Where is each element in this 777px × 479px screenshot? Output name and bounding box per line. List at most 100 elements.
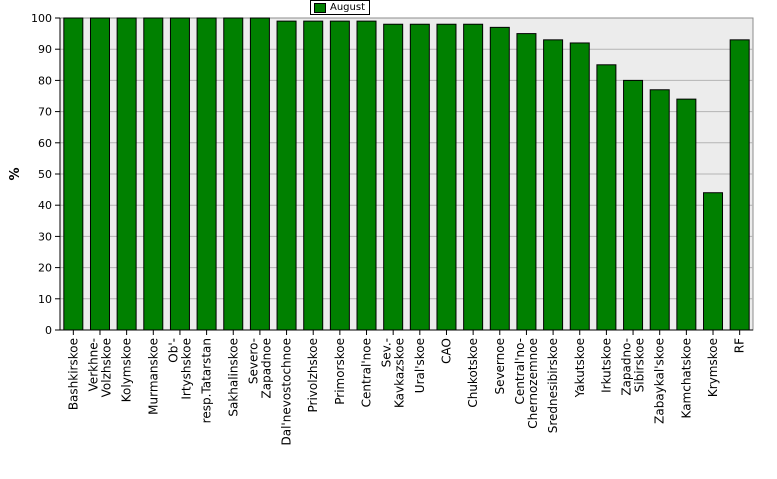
bar — [676, 98, 697, 331]
x-tick-label: Central'noe — [360, 338, 374, 407]
x-tick-label: Irkutskoe — [599, 338, 613, 393]
x-tick-label-line: Privolzhskoe — [306, 338, 320, 412]
bar — [356, 20, 377, 331]
x-tick-label-line: Kavkazskoe — [393, 338, 407, 408]
x-tick-label-line: Zapadnoe — [259, 338, 273, 399]
x-tick-label-line: RF — [733, 338, 747, 353]
x-tick-label-text: Verkhne-Volzhskoe — [86, 338, 113, 397]
x-tick-label-line: Primorskoe — [333, 338, 347, 405]
x-tick-label-text: resp.Tatarstan — [200, 338, 214, 423]
x-tick-label: Primorskoe — [333, 338, 347, 405]
bar — [729, 39, 750, 331]
bars — [63, 17, 750, 331]
x-tick-label-text: Kamchatskoe — [679, 338, 693, 418]
x-tick-label: Yakutskoe — [573, 338, 587, 398]
x-tick-label-line: Volzhskoe — [99, 338, 113, 397]
x-tick-label-text: Sev.-Kavkazskoe — [380, 338, 407, 408]
x-tick-label-line: Ob'- — [166, 338, 180, 363]
y-axis: 0 10 20 30 40 50 60 70 80 90 100 — [31, 12, 61, 337]
x-tick-label: Severo-Zapadnoe — [246, 338, 273, 399]
legend-swatch — [314, 2, 326, 13]
bar — [623, 79, 644, 331]
y-tick-label: 0 — [45, 324, 52, 337]
x-tick-label: Zabaykal'skoe — [653, 338, 667, 424]
x-tick-label-line: Severo- — [246, 338, 260, 384]
x-tick-label-text: Dal'nevostochnoe — [280, 338, 294, 446]
y-tick-label: 10 — [38, 293, 52, 306]
x-tick-label: Verkhne-Volzhskoe — [86, 338, 113, 397]
x-tick-label-line: Central'noe — [360, 338, 374, 407]
bar — [89, 17, 110, 331]
bar — [516, 33, 537, 331]
y-tick-label: 50 — [38, 168, 52, 181]
x-tick-label: Dal'nevostochnoe — [280, 338, 294, 446]
x-tick-label-text: Severo-Zapadnoe — [246, 338, 273, 399]
x-tick-label-line: Sev.- — [380, 338, 394, 367]
y-tick-label: 90 — [38, 43, 52, 56]
x-tick-label: Murmanskoe — [146, 338, 160, 415]
x-tick-label: Zapadno-Sibirskoe — [620, 338, 647, 396]
x-tick-label-line: Kamchatskoe — [679, 338, 693, 418]
bar — [703, 192, 724, 331]
x-tick-label-line: Irkutskoe — [599, 338, 613, 393]
x-tick-label-text: Ural'skoe — [413, 338, 427, 393]
x-tick-label-text: Zapadno-Sibirskoe — [620, 338, 647, 396]
x-tick-label-line: Murmanskoe — [146, 338, 160, 415]
bar — [596, 64, 617, 331]
x-tick-label-line: Severnoe — [493, 338, 507, 395]
bar — [303, 20, 324, 331]
x-tick-label: Sev.-Kavkazskoe — [380, 338, 407, 408]
x-tick-label: Privolzhskoe — [306, 338, 320, 412]
x-tick-label-text: Ob'-Irtyshskoe — [166, 338, 193, 400]
x-tick-label: Ural'skoe — [413, 338, 427, 393]
x-tick-label-line: Verkhne- — [86, 338, 100, 391]
x-tick-label-line: Bashkirskoe — [66, 338, 80, 410]
x-tick-label: Srednesibirskoe — [546, 338, 560, 433]
x-tick-label-text: Zabaykal'skoe — [653, 338, 667, 424]
y-tick-label: 40 — [38, 199, 52, 212]
x-tick-label-line: CAO — [439, 338, 453, 364]
x-tick-label-text: Sakhalinskoe — [226, 338, 240, 417]
x-tick-label-line: Zapadno- — [620, 338, 634, 396]
bar — [63, 17, 84, 331]
x-tick-label-text: Severnoe — [493, 338, 507, 395]
x-tick-label-text: Central'noe — [360, 338, 374, 407]
x-tick-label-line: Kolymskoe — [120, 338, 134, 402]
bar — [116, 17, 137, 331]
bar — [329, 20, 350, 331]
legend: August — [310, 0, 370, 15]
x-tick-label: Krymskoe — [706, 338, 720, 397]
x-tick-label-line: Sakhalinskoe — [226, 338, 240, 417]
x-tick-label-line: Zabaykal'skoe — [653, 338, 667, 424]
x-tick-label-line: Yakutskoe — [573, 338, 587, 398]
x-tick-label: RF — [733, 338, 747, 353]
y-tick-label: 60 — [38, 137, 52, 150]
bar — [196, 17, 217, 331]
x-tick-label-line: Srednesibirskoe — [546, 338, 560, 433]
x-tick-label: CAO — [439, 338, 453, 364]
y-tick-label: 80 — [38, 74, 52, 87]
x-tick-label: Central'no-Chernozemnoe — [513, 338, 540, 429]
x-axis: Bashkirskoe Verkhne-Volzhskoe Kolymskoe Mur… — [60, 329, 753, 446]
x-tick-label-text: Kolymskoe — [120, 338, 134, 402]
x-tick-label-text: Yakutskoe — [573, 338, 587, 398]
bar — [543, 39, 564, 331]
x-tick-label: Ob'-Irtyshskoe — [166, 338, 193, 400]
x-tick-label-text: Krymskoe — [706, 338, 720, 397]
x-tick-label-line: Ural'skoe — [413, 338, 427, 393]
x-tick-label-text: Murmanskoe — [146, 338, 160, 415]
x-tick-label: Bashkirskoe — [66, 338, 80, 410]
x-tick-label-text: Primorskoe — [333, 338, 347, 405]
x-tick-label-line: Dal'nevostochnoe — [280, 338, 294, 446]
x-tick-label: Kolymskoe — [120, 338, 134, 402]
x-tick-label-text: Irkutskoe — [599, 338, 613, 393]
bar — [489, 26, 510, 331]
x-tick-label-line: resp.Tatarstan — [200, 338, 214, 423]
bar — [383, 23, 404, 331]
x-tick-label-line: Krymskoe — [706, 338, 720, 397]
bar — [436, 23, 457, 331]
x-tick-label-line: Sibirskoe — [633, 338, 647, 392]
x-tick-label-line: Irtyshskoe — [179, 338, 193, 400]
x-tick-label: Severnoe — [493, 338, 507, 395]
legend-label: August — [330, 1, 365, 13]
